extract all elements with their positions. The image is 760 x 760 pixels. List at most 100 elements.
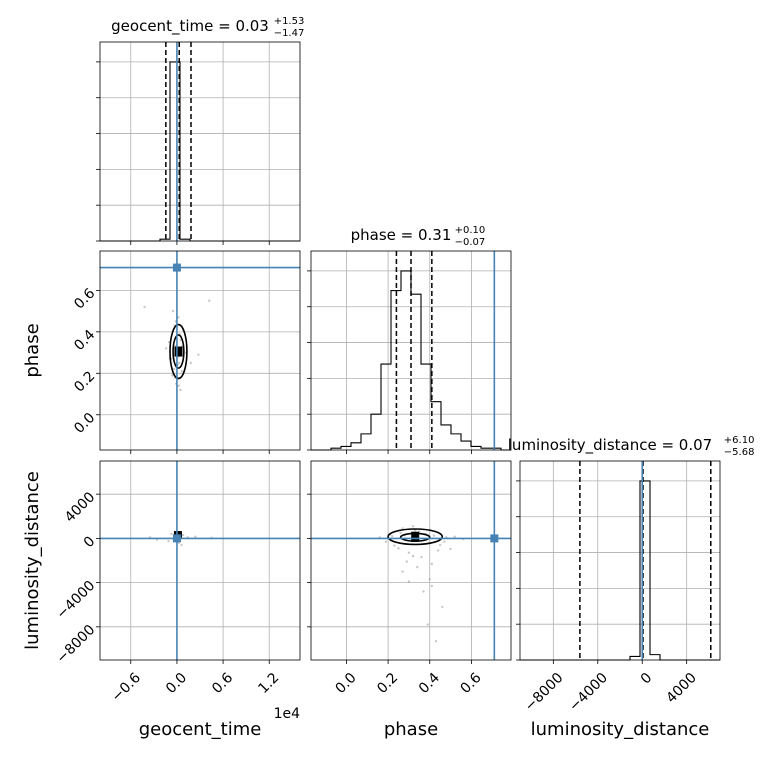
xtick-label-geocent_time-2: 0.6 <box>209 670 236 697</box>
sample-point-phase_vs_geocent_time-4 <box>173 367 176 371</box>
title-geocent_time-plus: +1.53 <box>274 16 305 27</box>
sample-point-luminosity_distance_vs_phase-14 <box>420 555 423 559</box>
sample-point-luminosity_distance_vs_phase-18 <box>428 578 431 581</box>
title-geocent_time: geocent_time = 0.03 +1.53−1.47 <box>111 16 304 39</box>
sample-point-phase_vs_geocent_time-12 <box>171 309 175 313</box>
sample-point-luminosity_distance_vs_phase-20 <box>443 540 446 543</box>
sample-point-phase_vs_geocent_time-11 <box>177 384 181 387</box>
sample-point-phase_vs_geocent_time-13 <box>180 370 184 373</box>
ytick-label-phase-1: 0.2 <box>71 368 98 395</box>
scatter-luminosity_distance_vs_phase <box>311 461 511 660</box>
sample-point-luminosity_distance_vs_phase-33 <box>411 554 415 558</box>
contour-luminosity_distance_vs_phase-0 <box>387 528 444 546</box>
sample-point-luminosity_distance_vs_geocent_time-13 <box>170 532 173 536</box>
truth-marker-luminosity_distance_vs_phase <box>490 534 499 543</box>
sample-point-luminosity_distance_vs_phase-29 <box>426 623 429 626</box>
title-phase: phase = 0.31 +0.10−0.07 <box>351 225 486 248</box>
title-geocent_time-main: geocent_time = 0.03 <box>111 17 269 36</box>
sample-point-luminosity_distance_vs_phase-13 <box>407 551 411 554</box>
xtick-label-phase-3: 0.6 <box>458 670 485 697</box>
sample-point-phase_vs_geocent_time-26 <box>179 388 182 392</box>
ytick-label-luminosity_distance-0: −8000 <box>54 622 99 667</box>
sample-point-phase_vs_geocent_time-14 <box>164 347 168 350</box>
ytick-label-phase-3: 0.6 <box>71 285 98 312</box>
sample-point-phase_vs_geocent_time-6 <box>171 374 174 377</box>
title-luminosity_distance-main: luminosity_distance = 0.07 <box>508 436 712 455</box>
sample-point-luminosity_distance_vs_phase-16 <box>416 565 419 569</box>
sample-point-luminosity_distance_vs_phase-5 <box>391 534 394 538</box>
panel-geocent_time-geocent_time-frame <box>99 41 301 242</box>
xtick-label-phase-0: 0.0 <box>333 670 360 697</box>
sample-point-luminosity_distance_vs_phase-32 <box>449 547 452 551</box>
sample-point-luminosity_distance_vs_phase-6 <box>438 543 442 547</box>
contour-phase_vs_geocent_time-1 <box>169 323 188 380</box>
xtick-label-luminosity_distance-2: 0 <box>638 670 656 688</box>
xtick-label-geocent_time-0: −0.6 <box>109 670 144 705</box>
ytick-label-luminosity_distance-1: −4000 <box>54 578 99 623</box>
sample-point-luminosity_distance_vs_phase-17 <box>401 570 404 573</box>
xlabel-geocent_time: geocent_time <box>139 719 262 740</box>
sample-point-phase_vs_geocent_time-16 <box>189 361 192 365</box>
offset-text-geocent_time: 1e4 <box>274 706 301 722</box>
sample-point-luminosity_distance_vs_phase-25 <box>422 590 425 593</box>
sample-point-luminosity_distance_vs_geocent_time-12 <box>180 543 183 547</box>
sample-point-phase_vs_geocent_time-15 <box>197 353 200 356</box>
sample-point-luminosity_distance_vs_geocent_time-3 <box>181 533 185 537</box>
sample-point-luminosity_distance_vs_phase-10 <box>432 534 436 537</box>
panel-luminosity_distance-luminosity_distance-frame <box>519 460 721 661</box>
sample-point-luminosity_distance_vs_phase-15 <box>405 560 409 563</box>
title-phase-minus: −0.07 <box>455 237 486 248</box>
ytick-label-phase-2: 0.4 <box>71 327 98 354</box>
xlabel-phase: phase <box>384 719 438 740</box>
sample-point-phase_vs_geocent_time-18 <box>208 299 211 302</box>
xtick-label-phase-2: 0.4 <box>416 670 443 697</box>
xtick-label-luminosity_distance-3: 4000 <box>663 670 700 707</box>
density-core-luminosity_distance_vs_phase <box>411 531 420 542</box>
sample-point-luminosity_distance_vs_phase-30 <box>434 640 438 643</box>
sample-point-luminosity_distance_vs_phase-26 <box>430 584 434 588</box>
sample-point-luminosity_distance_vs_phase-7 <box>413 529 417 532</box>
sample-point-luminosity_distance_vs_phase-21 <box>453 535 456 538</box>
ytick-label-luminosity_distance-3: 4000 <box>62 489 99 526</box>
xtick-label-geocent_time-3: 1.2 <box>255 670 282 697</box>
ytick-label-phase-0: 0.0 <box>71 410 98 437</box>
xlabel-luminosity_distance: luminosity_distance <box>531 719 710 740</box>
scatter-phase_vs_geocent_time <box>100 251 300 450</box>
sample-point-luminosity_distance_vs_phase-36 <box>430 562 434 566</box>
sample-point-phase_vs_geocent_time-28 <box>177 316 180 319</box>
histogram-geocent_time <box>100 61 300 242</box>
title-luminosity_distance-plus: +6.10 <box>724 435 755 446</box>
sample-point-luminosity_distance_vs_phase-8 <box>397 547 400 550</box>
xtick-label-phase-1: 0.2 <box>374 670 401 697</box>
ytick-label-luminosity_distance-2: 0 <box>81 533 99 551</box>
sample-point-luminosity_distance_vs_phase-11 <box>384 540 388 543</box>
panel-phase-luminosity_distance-frame <box>310 460 512 661</box>
ylabel-phase: phase <box>22 323 43 377</box>
contour-phase_vs_geocent_time-0 <box>172 334 185 369</box>
panel-phase-phase-frame <box>310 250 512 451</box>
density-core-phase_vs_geocent_time <box>174 346 183 357</box>
truth-marker-phase_vs_geocent_time <box>172 263 181 272</box>
panel-geocent_time-phase-frame <box>99 250 301 451</box>
scatter-luminosity_distance_vs_geocent_time <box>100 461 300 660</box>
ylabel-luminosity_distance: luminosity_distance <box>22 471 43 650</box>
xtick-label-luminosity_distance-0: −8000 <box>522 670 567 715</box>
sample-point-luminosity_distance_vs_phase-19 <box>436 549 440 552</box>
sample-point-luminosity_distance_vs_phase-28 <box>441 605 444 609</box>
sample-point-luminosity_distance_vs_phase-27 <box>407 580 411 583</box>
sample-point-luminosity_distance_vs_geocent_time-4 <box>167 539 170 543</box>
sample-point-phase_vs_geocent_time-19 <box>143 305 146 309</box>
title-luminosity_distance-minus: −5.68 <box>724 447 755 458</box>
sample-point-luminosity_distance_vs_phase-31 <box>393 544 396 547</box>
title-geocent_time-minus: −1.47 <box>274 28 305 39</box>
title-phase-plus: +0.10 <box>455 225 486 236</box>
panel-geocent_time-luminosity_distance-frame <box>99 460 301 661</box>
histogram-phase <box>311 270 511 451</box>
truth-marker-luminosity_distance_vs_geocent_time <box>172 534 181 543</box>
sample-point-luminosity_distance_vs_geocent_time-8 <box>194 535 197 538</box>
sample-point-luminosity_distance_vs_phase-24 <box>411 525 415 528</box>
xtick-label-geocent_time-1: 0.0 <box>163 670 190 697</box>
xtick-label-luminosity_distance-1: −4000 <box>566 670 611 715</box>
histogram-luminosity_distance <box>520 480 720 661</box>
